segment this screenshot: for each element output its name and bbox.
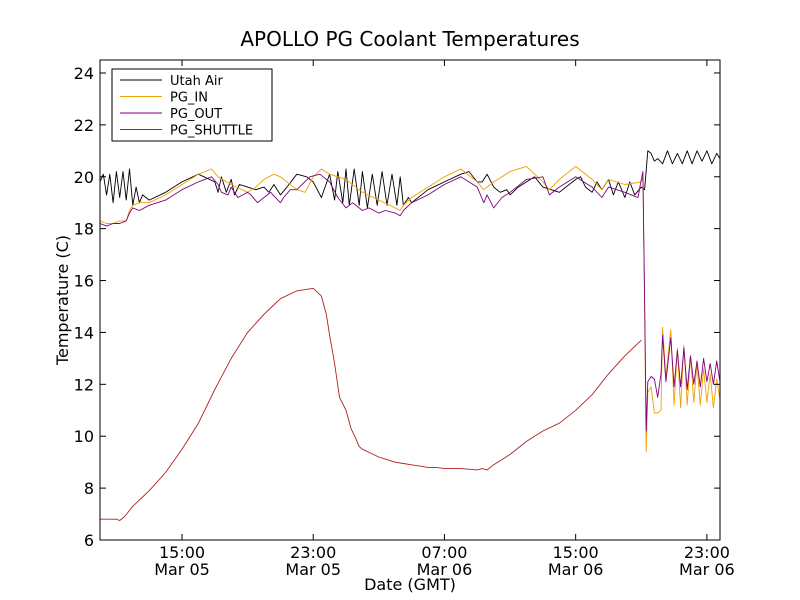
legend-label-utah-air: Utah Air <box>170 74 223 89</box>
x-axis-title: Date (GMT) <box>364 575 456 594</box>
x-tick-date-label: Mar 06 <box>679 560 735 579</box>
x-tick-date-label: Mar 06 <box>548 560 604 579</box>
y-tick-label: 10 <box>74 427 94 446</box>
y-tick-label: 24 <box>74 64 94 83</box>
series-line-pg-out <box>100 171 720 432</box>
y-tick-label: 20 <box>74 168 94 187</box>
y-tick-label: 18 <box>74 220 94 239</box>
x-tick-time-label: 15:00 <box>159 543 205 562</box>
y-tick-label: 16 <box>74 272 94 291</box>
x-tick-time-label: 23:00 <box>684 543 730 562</box>
series-layer <box>100 150 720 521</box>
series-line-pg-in <box>100 165 720 453</box>
x-tick-date-label: Mar 06 <box>417 560 473 579</box>
y-tick-label: 6 <box>84 531 94 550</box>
chart-title: APOLLO PG Coolant Temperatures <box>240 27 579 51</box>
legend-label-pg-in: PG_IN <box>170 91 208 106</box>
series-line-pg-shuttle <box>100 287 642 521</box>
y-tick-label: 22 <box>74 116 94 135</box>
legend-label-pg-out: PG_OUT <box>170 107 222 122</box>
y-tick-label: 12 <box>74 375 94 394</box>
x-tick-time-label: 23:00 <box>290 543 336 562</box>
x-tick-time-label: 15:00 <box>553 543 599 562</box>
x-tick-date-label: Mar 05 <box>285 560 341 579</box>
x-tick-date-label: Mar 05 <box>154 560 210 579</box>
x-tick-time-label: 07:00 <box>421 543 467 562</box>
legend-label-pg-shuttle: PG_SHUTTLE <box>170 124 253 139</box>
y-tick-label: 8 <box>84 479 94 498</box>
y-tick-label: 14 <box>74 323 94 342</box>
plot-frame <box>99 59 721 541</box>
y-axis-title: Temperature (C) <box>53 235 72 366</box>
